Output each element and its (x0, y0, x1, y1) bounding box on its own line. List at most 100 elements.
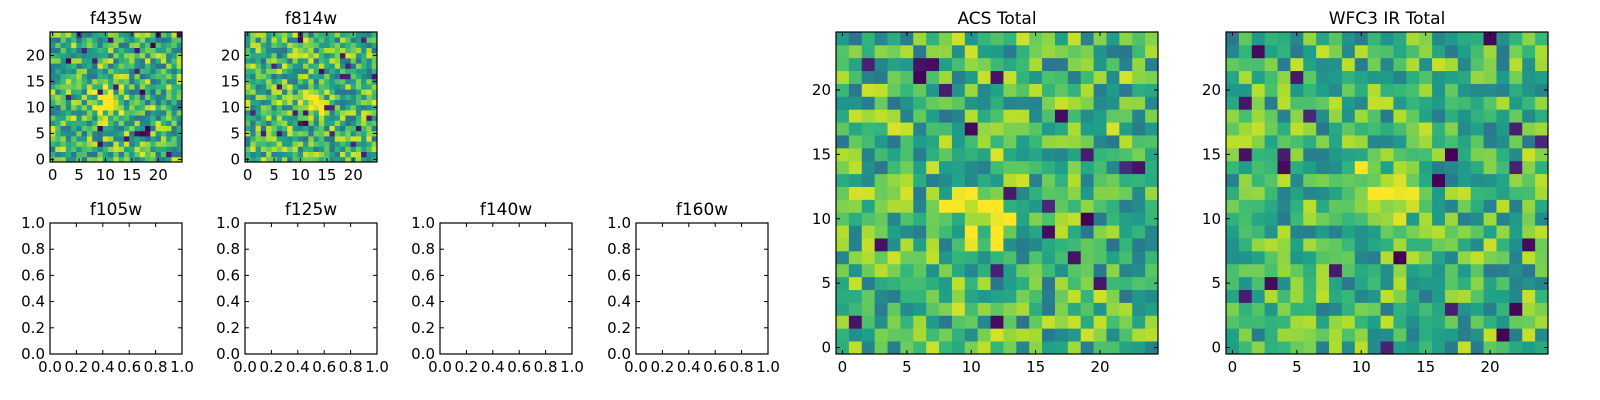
heatmap-cell (1016, 328, 1030, 342)
heatmap-cell (1132, 83, 1146, 97)
heatmap-cell (334, 120, 341, 126)
heatmap-cell (266, 37, 272, 43)
heatmap-cell (297, 58, 304, 64)
heatmap-cell (160, 89, 167, 95)
heatmap-cell (1251, 147, 1266, 162)
heatmap-cell (1303, 250, 1317, 265)
heatmap-cell (329, 78, 336, 85)
heatmap-cell (287, 94, 293, 100)
y-tick-label: 0.0 (411, 345, 435, 363)
heatmap-cell (318, 151, 325, 158)
heatmap-cell (926, 328, 940, 342)
heatmap-cell (139, 136, 146, 142)
heatmap-cell (1444, 186, 1459, 200)
x-tick-label: 0.2 (650, 358, 674, 376)
heatmap-cell (345, 42, 351, 48)
heatmap-cell (1226, 186, 1240, 200)
heatmap-cell (1522, 250, 1536, 265)
heatmap-cell (1406, 32, 1420, 46)
heatmap-cell (887, 135, 901, 149)
heatmap-cell (1432, 160, 1446, 175)
heatmap-cell (50, 146, 56, 152)
heatmap-cell (1419, 57, 1433, 72)
heatmap-cell (1406, 212, 1420, 226)
heatmap-cell (1444, 225, 1459, 239)
heatmap-cell (1444, 122, 1459, 136)
heatmap-cell (260, 68, 267, 74)
heatmap-cell (887, 199, 901, 213)
heatmap-cell (1444, 160, 1459, 175)
heatmap-cell (1264, 238, 1278, 252)
heatmap-cell (145, 78, 151, 85)
heatmap-cell (926, 276, 940, 290)
heatmap-cell (361, 130, 367, 137)
heatmap-cell (366, 32, 373, 38)
heatmap-cell (134, 52, 141, 59)
heatmap-cell (65, 89, 72, 95)
heatmap-cell (1042, 96, 1056, 110)
heatmap-cell (129, 136, 135, 142)
heatmap-cell (1444, 199, 1459, 213)
heatmap-cell (134, 94, 141, 100)
heatmap-cell (1496, 250, 1510, 265)
heatmap-cell (102, 120, 109, 126)
heatmap-cell (1380, 173, 1394, 187)
heatmap-cell (1444, 44, 1459, 59)
heatmap-cell (166, 78, 172, 85)
heatmap-cell (55, 63, 61, 69)
heatmap-cell (155, 130, 162, 137)
heatmap-cell (129, 37, 135, 43)
heatmap-cell (1367, 315, 1381, 329)
heatmap-cell (266, 42, 272, 48)
heatmap-cell (1042, 147, 1056, 162)
heatmap-cell (118, 99, 125, 106)
heatmap-cell (65, 32, 72, 38)
heatmap-cell (1509, 289, 1523, 303)
heatmap-cell (836, 263, 850, 278)
heatmap-cell (1380, 238, 1394, 252)
heatmap-cell (913, 263, 927, 278)
heatmap-cell (308, 78, 315, 85)
heatmap-cell (81, 136, 88, 142)
heatmap-cell (874, 32, 888, 46)
heatmap-cell (1522, 147, 1536, 162)
heatmap-cell (1496, 212, 1510, 226)
heatmap-cell (65, 47, 72, 54)
y-tick-label: 20 (812, 81, 831, 99)
heatmap-cell (245, 63, 251, 69)
heatmap-cell (913, 57, 927, 72)
heatmap-cell (1290, 212, 1304, 226)
heatmap-cell (913, 212, 927, 226)
heatmap-cell (1341, 186, 1356, 200)
heatmap-cell (118, 130, 125, 137)
heatmap-cell (874, 135, 888, 149)
heatmap-cell (1054, 57, 1069, 72)
heatmap-cell (55, 52, 61, 59)
heatmap-cell (92, 141, 98, 147)
heatmap-cell (1444, 289, 1459, 303)
y-tick-label: 0 (35, 150, 45, 168)
heatmap-cell (92, 78, 98, 85)
x-tick-label: 15 (122, 166, 141, 184)
heatmap-cell (50, 42, 56, 48)
heatmap-cell (123, 47, 130, 54)
heatmap-cell (102, 125, 109, 132)
heatmap-cell (990, 186, 1004, 200)
heatmap-cell (334, 84, 341, 90)
heatmap-cell (1145, 328, 1159, 342)
heatmap-cell (1251, 57, 1266, 72)
heatmap-cell (1457, 109, 1472, 123)
heatmap-cell (366, 136, 373, 142)
heatmap-cell (1093, 70, 1107, 84)
heatmap-cell (874, 173, 888, 187)
heatmap-cell (108, 58, 114, 64)
heatmap-cell (926, 44, 940, 59)
heatmap-cell (1380, 147, 1394, 162)
heatmap-cell (1067, 147, 1082, 162)
heatmap-cell (250, 156, 256, 163)
heatmap-cell (1106, 263, 1120, 278)
heatmap-cell (108, 104, 114, 111)
heatmap-cell (113, 146, 120, 152)
heatmap-cell (102, 99, 109, 106)
heatmap-cell (361, 73, 367, 80)
